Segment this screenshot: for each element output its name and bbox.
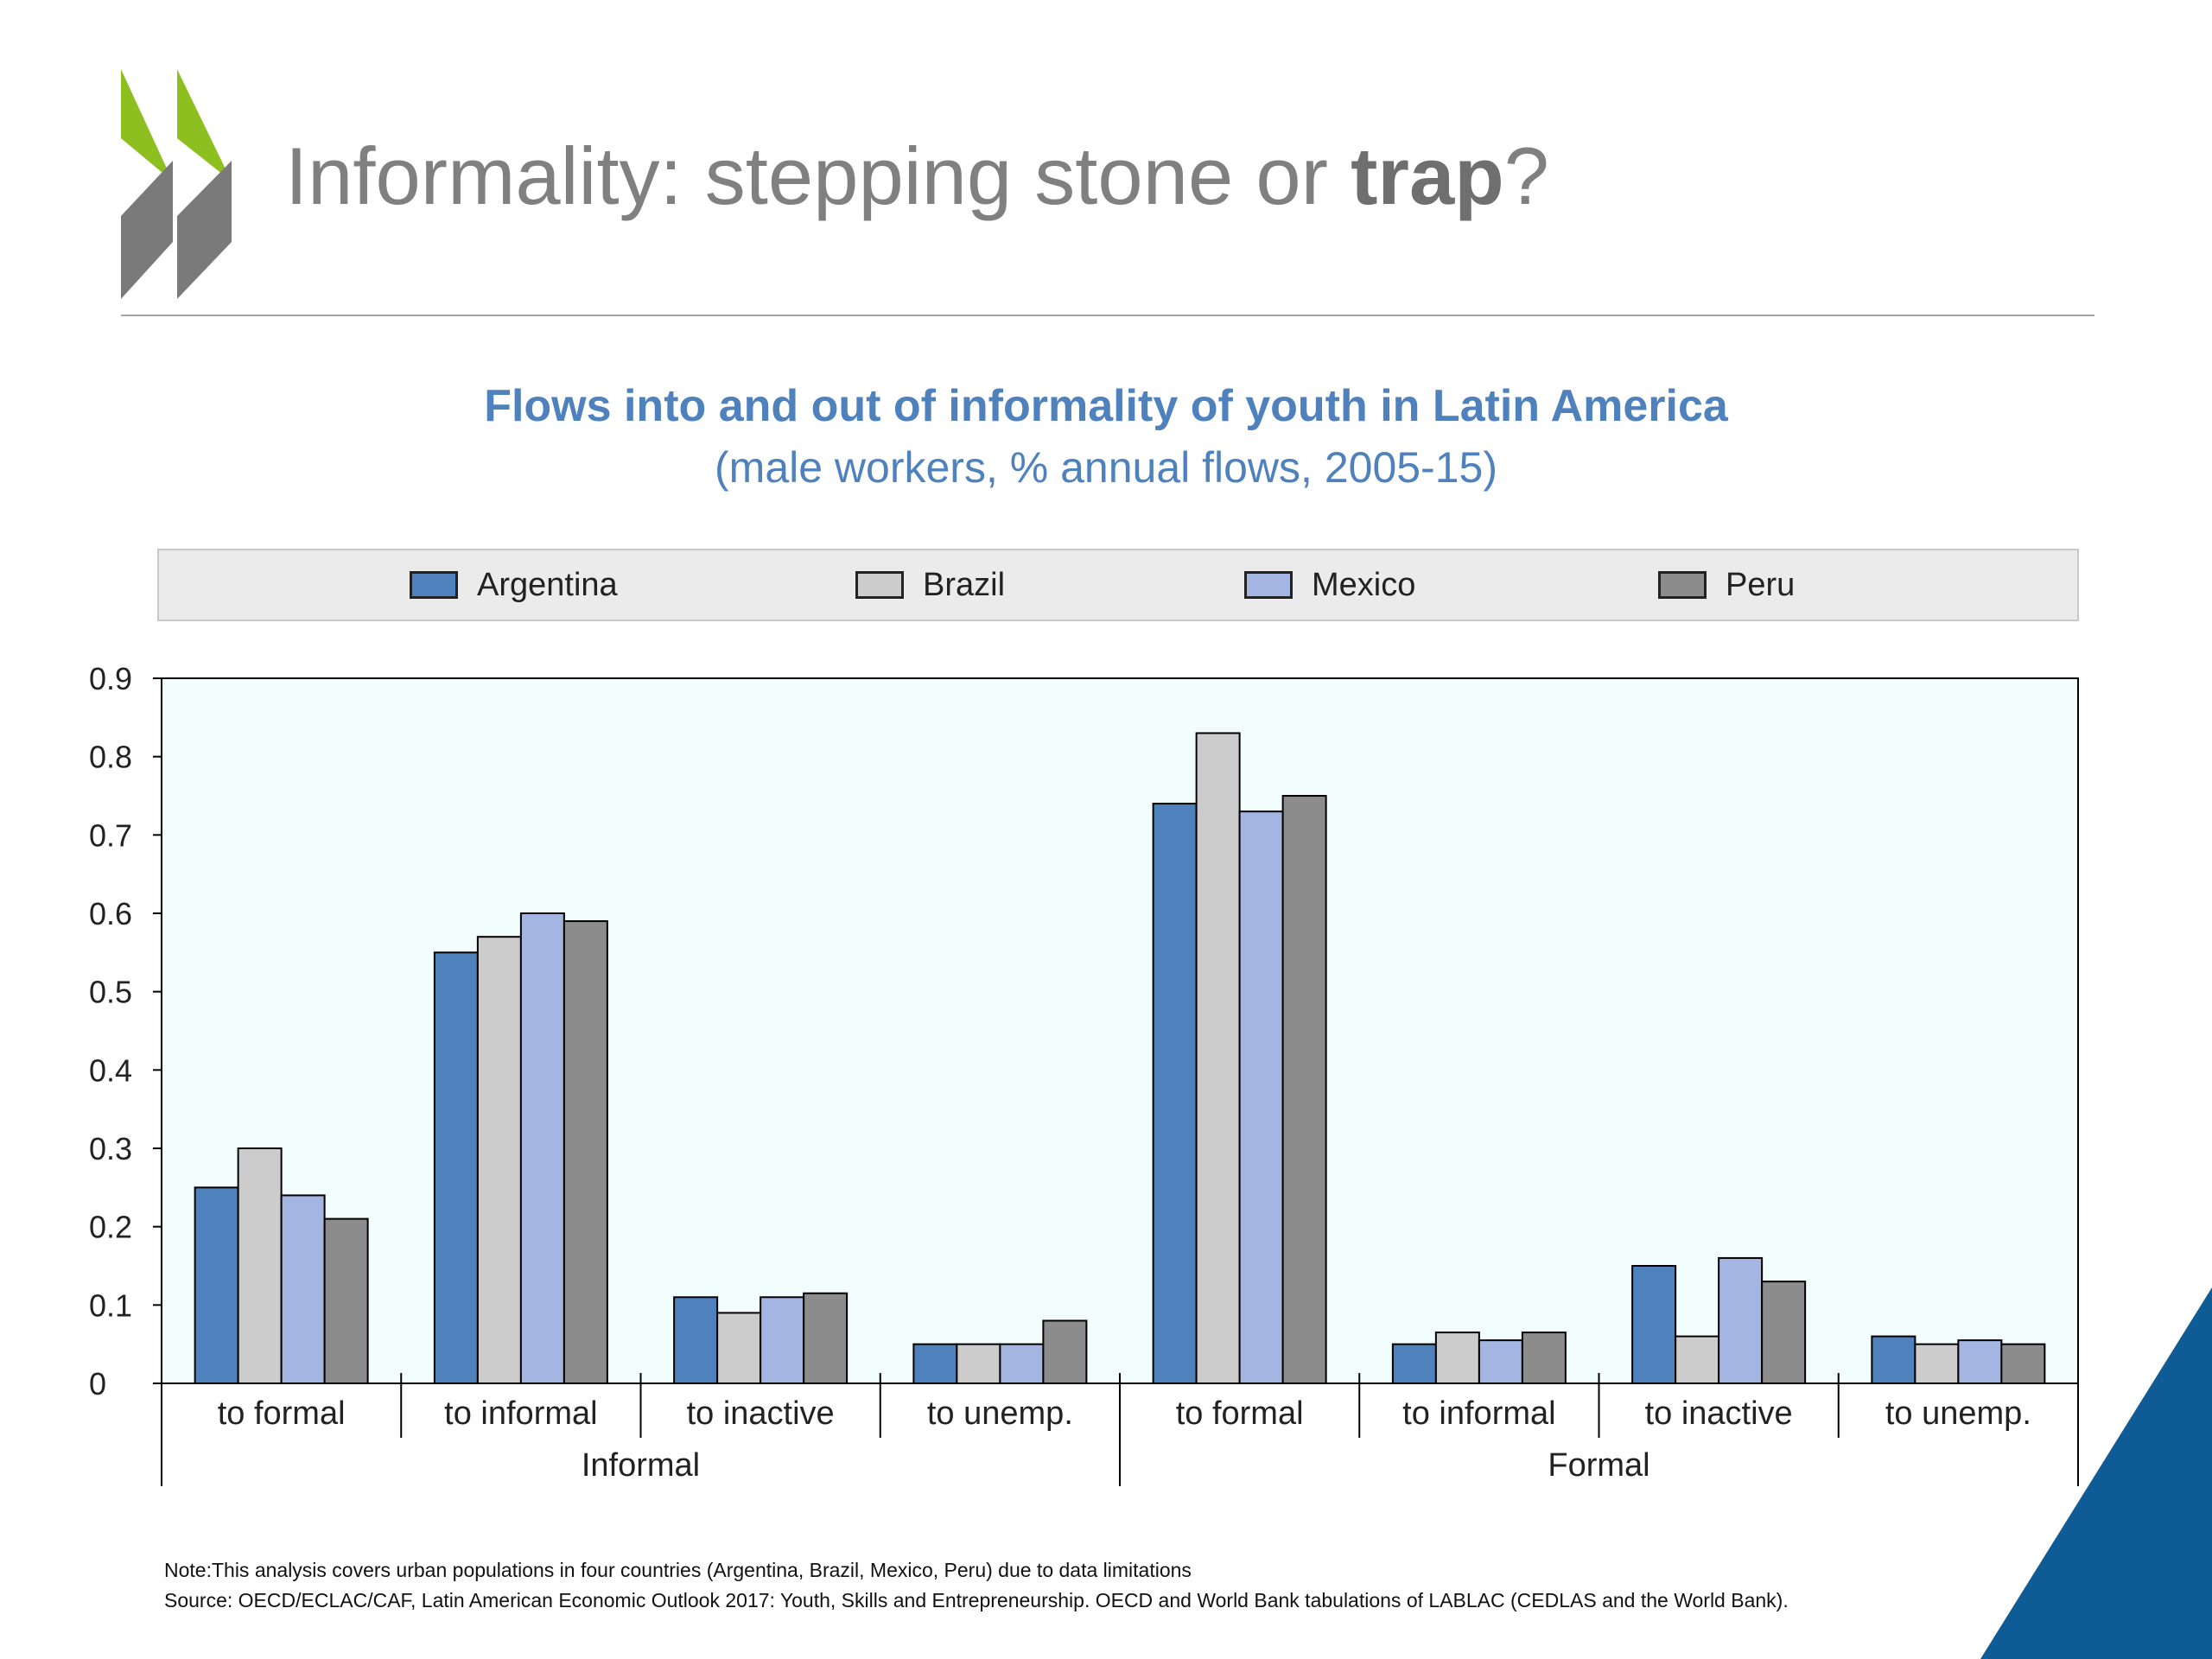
x-category-label: to informal <box>1402 1395 1555 1432</box>
y-tick-label: 0.9 <box>89 661 132 696</box>
bar-argentina <box>1871 1335 1916 1384</box>
chart-legend: Argentina Brazil Mexico Peru <box>157 549 2079 621</box>
y-tick-label: 0.8 <box>89 740 132 775</box>
slide-title-bold: trap <box>1351 130 1504 221</box>
bar-argentina <box>1391 1343 1437 1384</box>
legend-swatch-mexico <box>1244 571 1293 599</box>
x-category-label: to inactive <box>687 1395 835 1432</box>
y-tick-label: 0.6 <box>89 896 132 931</box>
bar-peru <box>2000 1343 2046 1384</box>
y-tick-label: 0.3 <box>89 1131 132 1166</box>
bar-mexico <box>1478 1339 1523 1384</box>
bar-brazil <box>476 936 522 1384</box>
bar-peru <box>1281 795 1327 1384</box>
bar-brazil <box>237 1147 283 1384</box>
y-tick-label: 0.4 <box>89 1052 132 1088</box>
bar-argentina <box>194 1186 239 1385</box>
legend-item-brazil: Brazil <box>855 550 1005 620</box>
legend-item-mexico: Mexico <box>1244 550 1415 620</box>
slide-title-suffix: ? <box>1503 130 1549 221</box>
chart-title: Flows into and out of informality of you… <box>484 381 1728 431</box>
bar-mexico <box>1957 1339 2003 1384</box>
bar-argentina <box>912 1343 958 1384</box>
bar-mexico <box>999 1343 1045 1384</box>
legend-item-peru: Peru <box>1658 550 1795 620</box>
x-group-label: Informal <box>582 1447 700 1484</box>
bar-chart: 0 0.1 0.2 0.3 0.4 0.5 0.6 0.7 0.8 0.9 to formal to … <box>89 661 2079 1486</box>
bar-argentina <box>1631 1265 1677 1384</box>
legend-label-peru: Peru <box>1726 566 1796 603</box>
bar-mexico <box>519 912 565 1384</box>
bar-peru <box>1521 1332 1567 1384</box>
bar-mexico <box>760 1296 805 1385</box>
bar-argentina <box>433 951 479 1385</box>
legend-label-mexico: Mexico <box>1312 566 1416 603</box>
legend-swatch-argentina <box>410 571 458 599</box>
bar-brazil <box>1434 1332 1480 1384</box>
bar-mexico <box>1718 1256 1764 1385</box>
y-tick-label: 0 <box>89 1366 106 1402</box>
bar-brazil <box>1914 1343 1960 1384</box>
bar-brazil <box>1195 732 1241 1384</box>
legend-label-argentina: Argentina <box>477 566 618 603</box>
bar-brazil <box>956 1343 1001 1384</box>
legend-swatch-brazil <box>855 571 904 599</box>
bar-peru <box>1761 1281 1807 1384</box>
note-text: Note:This analysis covers urban populati… <box>164 1559 1192 1581</box>
bar-peru <box>1042 1319 1088 1385</box>
chart-notes: Note:This analysis covers urban populati… <box>164 1555 1789 1616</box>
y-tick-label: 0.2 <box>89 1210 132 1245</box>
slide-title-prefix: Informality: stepping stone or <box>285 130 1351 221</box>
bar-peru <box>323 1217 369 1384</box>
y-tick-label: 0.5 <box>89 975 132 1010</box>
bar-peru <box>803 1292 849 1384</box>
source-text: Source: OECD/ECLAC/CAF, Latin American E… <box>164 1589 1789 1611</box>
x-category-label: to inactive <box>1645 1395 1793 1432</box>
bar-mexico <box>280 1194 326 1385</box>
title-divider <box>121 315 2094 316</box>
bar-argentina <box>1152 803 1198 1384</box>
chart-subtitle: (male workers, % annual flows, 2005-15) <box>715 443 1497 492</box>
bar-peru <box>563 920 608 1384</box>
x-category-label: to unemp. <box>927 1395 1073 1432</box>
x-category-label: to unemp. <box>1885 1395 2031 1432</box>
x-category-label: to informal <box>444 1395 597 1432</box>
bar-mexico <box>1238 810 1284 1384</box>
bar-argentina <box>673 1296 719 1385</box>
bar-brazil <box>1675 1335 1720 1384</box>
x-category-label: to formal <box>1176 1395 1304 1432</box>
slide-title: Informality: stepping stone or trap? <box>285 130 1549 223</box>
x-category-label: to formal <box>218 1395 346 1432</box>
oecd-logo-icon <box>121 69 232 299</box>
legend-label-brazil: Brazil <box>923 566 1006 603</box>
legend-item-argentina: Argentina <box>410 550 618 620</box>
bar-brazil <box>716 1312 762 1385</box>
y-tick-label: 0.7 <box>89 817 132 853</box>
legend-swatch-peru <box>1658 571 1707 599</box>
x-group-label: Formal <box>1548 1447 1649 1484</box>
y-tick-label: 0.1 <box>89 1287 132 1323</box>
